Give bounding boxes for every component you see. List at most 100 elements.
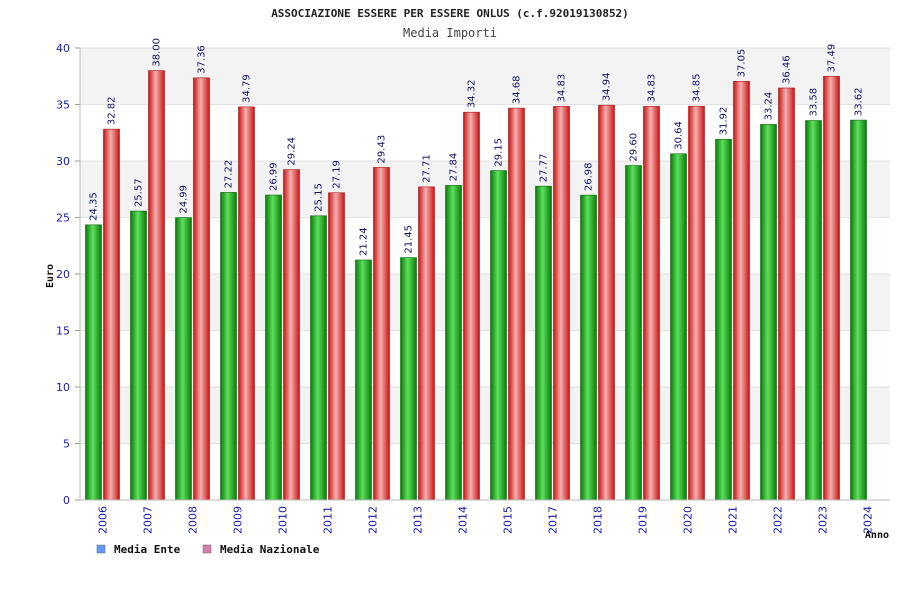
data-label-media-ente-2011: 25.15 <box>314 183 325 212</box>
x-tick-label-2007: 2007 <box>142 506 155 534</box>
bar-media-ente-2019 <box>625 165 642 501</box>
bar-media-ente-2008 <box>175 217 192 501</box>
data-label-media-ente-2006: 24.35 <box>89 192 100 221</box>
bars <box>85 70 867 501</box>
legend: Media Ente Media Nazionale <box>96 543 320 556</box>
x-axis-label: Anno <box>865 530 889 541</box>
data-label-media-ente-2024: 33.62 <box>854 87 865 116</box>
bar-media-ente-2012 <box>355 259 372 501</box>
data-label-media-nazionale-2019: 34.83 <box>647 74 658 103</box>
data-label-media-ente-2022: 33.24 <box>764 92 775 121</box>
data-label-media-nazionale-2011: 27.19 <box>332 160 343 189</box>
data-label-media-ente-2010: 26.99 <box>269 162 280 191</box>
data-label-media-nazionale-2009: 34.79 <box>242 74 253 103</box>
data-labels: 24.35 32.82 25.57 38.00 24.99 37.36 27.22 34.79… <box>89 38 865 256</box>
y-tick-label: 5 <box>63 438 70 451</box>
plot-band <box>80 443 890 500</box>
bar-media-ente-2010 <box>265 194 282 501</box>
y-tick-label: 25 <box>56 212 70 225</box>
bar-media-nazionale-2011 <box>328 192 345 501</box>
x-tick-label-2008: 2008 <box>187 506 200 534</box>
bar-media-nazionale-2019 <box>643 106 660 501</box>
data-label-media-ente-2017: 27.77 <box>539 154 550 183</box>
data-label-media-nazionale-2010: 29.24 <box>287 137 298 166</box>
data-label-media-nazionale-2021: 37.05 <box>737 49 748 78</box>
x-tick-label-2012: 2012 <box>367 506 380 534</box>
chart-title: ASSOCIAZIONE ESSERE PER ESSERE ONLUS (c.… <box>271 7 629 20</box>
y-tick-label: 0 <box>63 494 70 507</box>
x-tick-label-2020: 2020 <box>682 506 695 534</box>
y-tick-label: 15 <box>56 325 70 338</box>
x-tick-label-2009: 2009 <box>232 506 245 534</box>
data-label-media-nazionale-2007: 38.00 <box>152 38 163 67</box>
data-label-media-ente-2018: 26.98 <box>584 162 595 191</box>
data-label-media-nazionale-2006: 32.82 <box>107 96 118 125</box>
x-tick-label-2018: 2018 <box>592 506 605 534</box>
bar-media-nazionale-2020 <box>688 105 705 501</box>
bar-media-ente-2024 <box>850 119 867 501</box>
plot-band <box>80 330 890 387</box>
x-tick-label-2022: 2022 <box>772 506 785 534</box>
data-label-media-nazionale-2017: 34.83 <box>557 74 568 103</box>
bar-media-ente-2007 <box>130 210 147 501</box>
bar-media-nazionale-2021 <box>733 81 750 501</box>
bar-media-ente-2018 <box>580 194 597 501</box>
legend-label-media-ente: Media Ente <box>114 543 181 556</box>
bar-media-nazionale-2012 <box>373 167 390 501</box>
bar-media-ente-2015 <box>490 170 507 501</box>
data-label-media-nazionale-2014: 34.32 <box>467 80 478 109</box>
legend-swatch-media-ente <box>96 544 106 554</box>
bar-media-nazionale-2017 <box>553 106 570 501</box>
plot-band <box>80 48 890 105</box>
x-tick-label-2024: 2024 <box>862 506 875 534</box>
x-tick-label-2011: 2011 <box>322 506 335 534</box>
data-label-media-ente-2007: 25.57 <box>134 178 145 207</box>
data-label-media-nazionale-2022: 36.46 <box>782 55 793 84</box>
bar-media-ente-2020 <box>670 153 687 501</box>
bar-media-nazionale-2013 <box>418 186 435 501</box>
legend-swatch-media-nazionale <box>202 544 212 554</box>
plot-band <box>80 161 890 218</box>
bar-media-ente-2017 <box>535 185 552 501</box>
x-tick-label-2015: 2015 <box>502 506 515 534</box>
bar-media-nazionale-2007 <box>148 70 165 501</box>
bar-media-ente-2011 <box>310 215 327 501</box>
chart-subtitle: Media Importi <box>403 26 497 40</box>
x-tick-label-2014: 2014 <box>457 506 470 534</box>
data-label-media-ente-2012: 21.24 <box>359 227 370 256</box>
y-tick-label: 40 <box>56 42 70 55</box>
legend-label-media-nazionale: Media Nazionale <box>220 543 320 556</box>
data-label-media-nazionale-2018: 34.94 <box>602 73 613 102</box>
x-axis-ticks: 2006 2007 2008 2009 2010 2011 2012 2013 2014 2015… <box>97 506 875 534</box>
y-axis-ticks: 0 5 10 15 20 25 30 35 40 <box>56 42 80 507</box>
data-label-media-ente-2021: 31.92 <box>719 107 730 136</box>
x-tick-label-2023: 2023 <box>817 506 830 534</box>
plot-band <box>80 217 890 274</box>
bar-media-nazionale-2015 <box>508 107 525 501</box>
bar-media-nazionale-2008 <box>193 77 210 501</box>
bar-media-nazionale-2014 <box>463 111 480 501</box>
data-label-media-ente-2019: 29.60 <box>629 133 640 162</box>
bar-media-ente-2021 <box>715 139 732 501</box>
y-tick-label: 10 <box>56 381 70 394</box>
bar-media-ente-2023 <box>805 120 822 501</box>
x-tick-label-2006: 2006 <box>97 506 110 534</box>
plot-background <box>80 48 890 500</box>
x-tick-label-2017: 2017 <box>547 506 560 534</box>
data-label-media-ente-2015: 29.15 <box>494 138 505 167</box>
bar-media-ente-2013 <box>400 257 417 501</box>
x-tick-label-2013: 2013 <box>412 506 425 534</box>
bar-media-nazionale-2022 <box>778 87 795 501</box>
bar-media-ente-2009 <box>220 192 237 501</box>
x-tick-label-2010: 2010 <box>277 506 290 534</box>
plot-band <box>80 104 890 161</box>
data-label-media-ente-2023: 33.58 <box>809 88 820 117</box>
y-tick-label: 35 <box>56 99 70 112</box>
data-label-media-nazionale-2008: 37.36 <box>197 45 208 74</box>
data-label-media-ente-2009: 27.22 <box>224 160 235 189</box>
bar-media-nazionale-2023 <box>823 76 840 501</box>
bar-media-ente-2022 <box>760 124 777 501</box>
bar-media-ente-2006 <box>85 224 102 501</box>
y-axis-label: Euro <box>45 264 56 288</box>
